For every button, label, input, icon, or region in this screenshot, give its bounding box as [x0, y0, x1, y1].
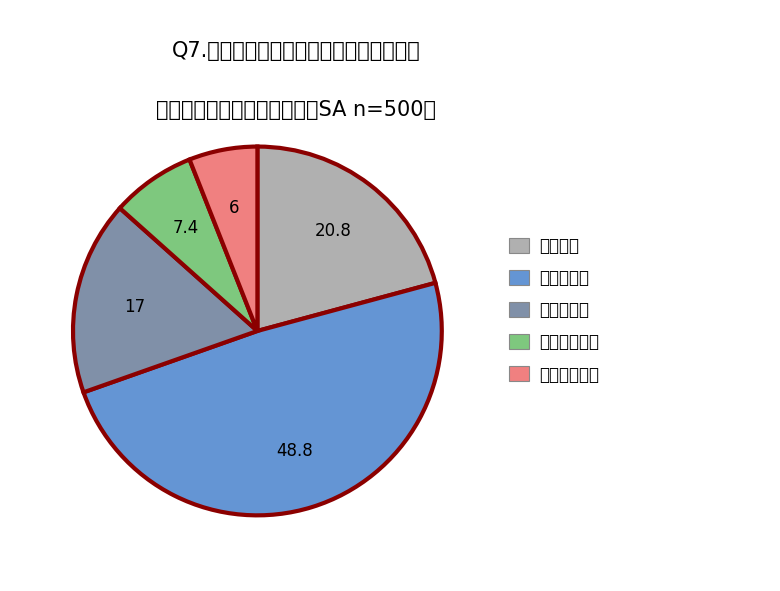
Legend: よくある, たまにある, あまりない, ほとんどない, まったくない: よくある, たまにある, あまりない, ほとんどない, まったくない — [502, 230, 606, 390]
Wedge shape — [190, 147, 257, 331]
Text: 20.8: 20.8 — [315, 222, 352, 241]
Wedge shape — [83, 283, 441, 515]
Text: 6: 6 — [229, 199, 239, 217]
Wedge shape — [73, 208, 257, 392]
Wedge shape — [120, 160, 257, 331]
Wedge shape — [257, 147, 435, 331]
Text: 48.8: 48.8 — [276, 441, 313, 460]
Text: 17: 17 — [124, 298, 145, 316]
Text: 7.4: 7.4 — [172, 219, 199, 237]
Text: Q7.ヘッドホン着用による装着「疲れ」を: Q7.ヘッドホン着用による装着「疲れ」を — [172, 41, 420, 61]
Text: 感じた経験はありますか？（SA n=500）: 感じた経験はありますか？（SA n=500） — [157, 100, 436, 121]
